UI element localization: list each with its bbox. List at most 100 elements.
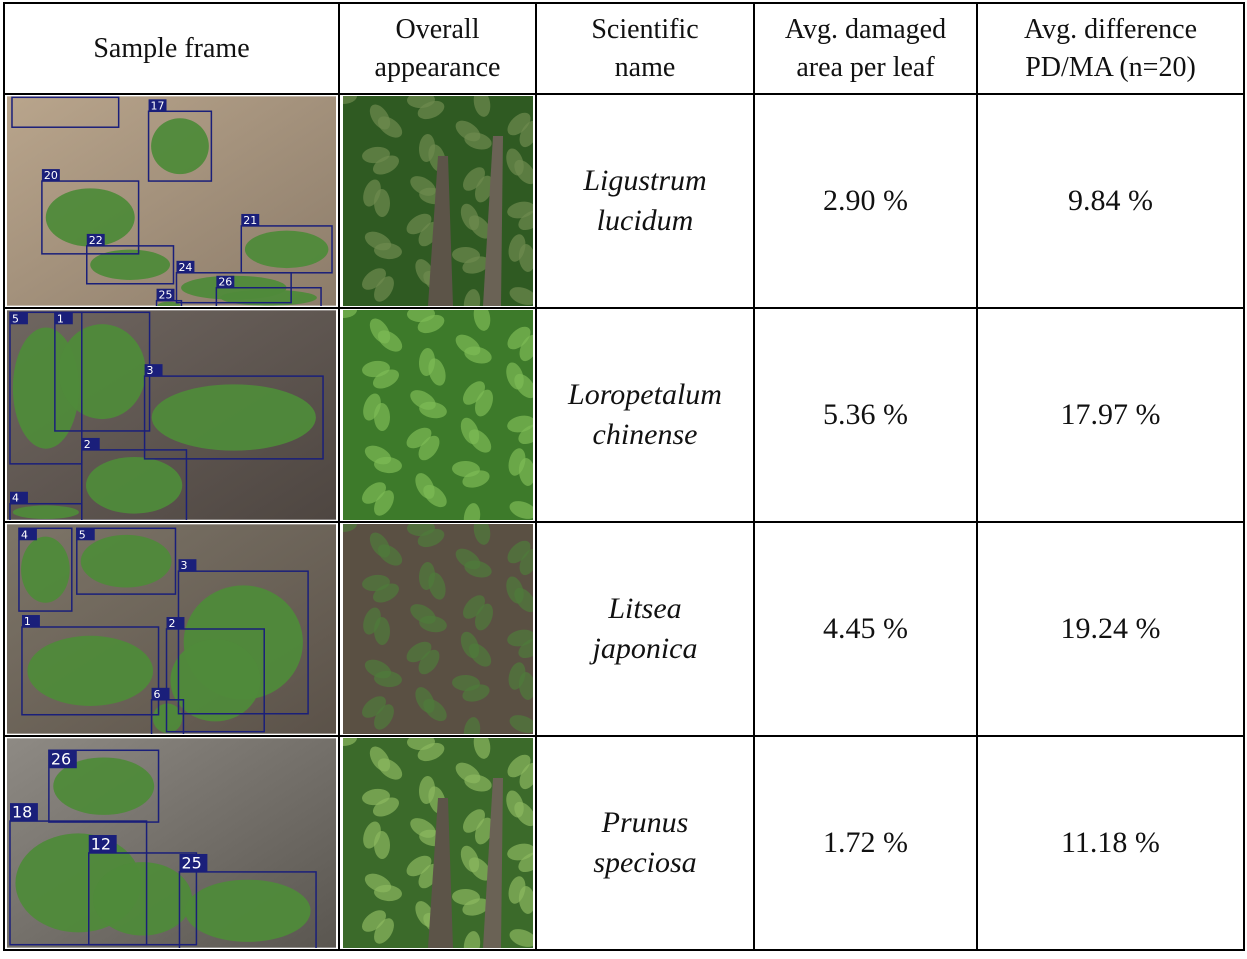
foliage: [342, 310, 357, 318]
leaf: [80, 534, 172, 588]
foliage: [361, 574, 390, 592]
value-cell: 5.36 %: [755, 309, 978, 523]
box-label: 5: [12, 312, 19, 325]
sample-frame: 26 18 12 25: [7, 738, 336, 948]
box-label-bg: [216, 275, 235, 288]
foliage: [455, 334, 480, 356]
image-cell: [340, 737, 537, 951]
foliage: [462, 809, 485, 833]
detection-box: [18, 527, 73, 612]
value-cell: 1.72 %: [755, 737, 978, 951]
value-cell: 17.97 %: [978, 309, 1245, 523]
leaf: [27, 635, 154, 706]
foliage: [451, 460, 480, 478]
leaf: [53, 757, 155, 815]
box-label: 25: [181, 853, 201, 872]
foliage: [364, 231, 391, 251]
box-label: 4: [21, 528, 28, 541]
detection-box: [178, 871, 317, 948]
detection-box: [48, 749, 160, 823]
header-cell: Scientific name: [537, 4, 755, 95]
box-label: 4: [12, 492, 19, 505]
foliage: [362, 607, 381, 635]
detection-box: [41, 180, 140, 255]
foliage: [406, 855, 431, 877]
detection-box: [165, 628, 265, 733]
box-label-bg: [76, 528, 95, 541]
value-cell: 4.45 %: [755, 523, 978, 737]
foliage: [418, 348, 435, 376]
foliage: [455, 120, 480, 142]
foliage: [418, 134, 435, 162]
foliage: [418, 562, 435, 590]
damaged-area: 5.36 %: [823, 398, 908, 431]
detection-box: [9, 311, 83, 465]
foliage: [406, 213, 431, 235]
scientific-name: Litsea japonica: [592, 592, 698, 665]
foliage: [369, 746, 390, 772]
header-cell: Overall appearance: [340, 4, 537, 95]
leaf: [220, 289, 317, 306]
foliage: [414, 901, 435, 927]
foliage: [364, 445, 391, 465]
leaf: [85, 456, 183, 514]
foliage: [508, 662, 525, 690]
name-cell: Prunus speciosa: [537, 737, 755, 951]
leaf: [45, 188, 135, 247]
image-cell: 4 5 3 1 2 6: [5, 523, 340, 737]
box-label: 18: [12, 803, 32, 822]
header-text: Sample frame: [93, 32, 250, 64]
foliage: [451, 888, 480, 906]
foliage: [342, 524, 357, 532]
detection-box: [147, 110, 213, 182]
box-label-bg: [241, 213, 260, 226]
foliage: [506, 326, 531, 350]
foliage: [369, 532, 390, 558]
image-cell: 17 20 21 22 24 26 25: [5, 95, 340, 309]
box-label: 3: [147, 364, 154, 377]
leaf: [151, 384, 316, 451]
box-label-bg: [9, 803, 38, 822]
foliage: [362, 393, 381, 421]
box-label-bg: [18, 528, 37, 541]
trunk: [482, 136, 503, 306]
box-label-bg: [148, 99, 167, 112]
foliage: [362, 179, 381, 207]
box-label: 6: [154, 688, 161, 701]
foliage: [509, 715, 533, 733]
difference: 17.97 %: [1060, 398, 1161, 431]
sample-frame: 17 20 21 22 24 26 25: [7, 96, 336, 306]
detection-box: [86, 245, 175, 285]
box-label: 20: [44, 169, 58, 182]
foliage: [455, 762, 480, 784]
foliage: [506, 629, 533, 647]
box-label: 21: [243, 214, 257, 227]
sample-frame: 5 1 3 2 4: [7, 310, 336, 520]
foliage: [364, 873, 391, 893]
box-label: 1: [57, 312, 64, 325]
overall-appearance: [342, 738, 533, 948]
value-cell: 9.84 %: [978, 95, 1245, 309]
foliage: [463, 931, 480, 948]
detection-box: [177, 570, 309, 715]
overall-appearance: [342, 96, 533, 306]
box-label-bg: [144, 364, 163, 377]
header-text: Overall appearance: [374, 13, 501, 83]
foliage: [508, 876, 525, 904]
leaf: [152, 703, 183, 733]
foliage: [406, 738, 435, 751]
box-label-bg: [41, 169, 60, 182]
foliage: [460, 845, 479, 873]
foliage: [460, 203, 479, 231]
box-label-bg: [156, 288, 175, 301]
foliage: [505, 576, 524, 604]
foliage: [505, 362, 524, 390]
foliage: [473, 738, 490, 759]
header-cell: Avg. damaged area per leaf: [755, 4, 978, 95]
foliage: [362, 821, 381, 849]
results-table: Sample frame Overall appearance Scientif…: [3, 2, 1245, 951]
box-label: 12: [91, 834, 111, 853]
foliage: [462, 167, 485, 191]
difference: 9.84 %: [1068, 184, 1153, 217]
